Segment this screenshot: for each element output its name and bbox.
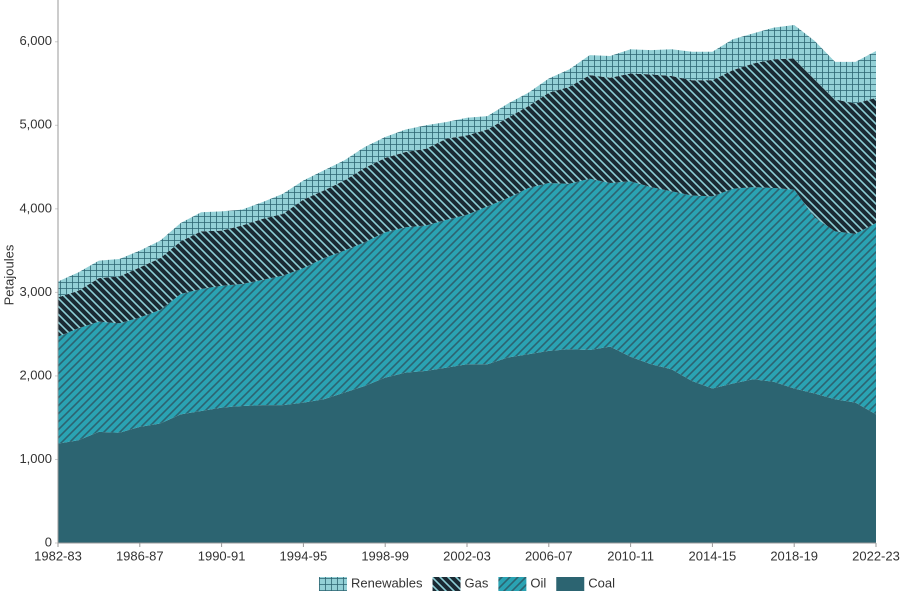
- x-tick-label: 2002-03: [443, 548, 491, 563]
- x-tick-label: 2010-11: [607, 548, 654, 563]
- x-tick-label: 2018-19: [770, 548, 818, 563]
- area: [58, 346, 876, 543]
- area: [58, 25, 876, 298]
- x-tick-label: 1982-83: [34, 548, 82, 563]
- y-tick-label: 4,000: [19, 200, 52, 215]
- legend-swatch: [318, 577, 347, 591]
- legend-swatch: [556, 577, 585, 591]
- legend-label: Renewables: [351, 575, 423, 590]
- x-tick-label: 1986-87: [116, 548, 164, 563]
- legend-label: Gas: [465, 575, 489, 590]
- x-tick-label: 1998-99: [361, 548, 409, 563]
- area: [58, 178, 876, 444]
- y-tick-label: 6,000: [19, 33, 52, 48]
- x-tick-label: 2014-15: [689, 548, 737, 563]
- legend-swatch: [498, 577, 527, 591]
- y-tick-label: 5,000: [19, 117, 52, 132]
- y-axis-label: Petajoules: [1, 244, 16, 305]
- x-tick-label: 1994-95: [280, 548, 328, 563]
- legend-swatch: [432, 577, 461, 591]
- y-tick-label: 2,000: [19, 367, 52, 382]
- legend-label: Coal: [588, 575, 615, 590]
- y-tick-label: 3,000: [19, 284, 52, 299]
- x-tick-label: 2006-07: [525, 548, 573, 563]
- y-tick-label: 0: [45, 534, 52, 549]
- y-tick-label: 1,000: [19, 451, 52, 466]
- x-tick-label: 2022-23: [852, 548, 900, 563]
- legend-label: Oil: [530, 575, 546, 590]
- legend: Renewables Gas Oil Coal: [318, 575, 615, 591]
- x-tick-label: 1990-91: [198, 548, 246, 563]
- area: [58, 58, 876, 337]
